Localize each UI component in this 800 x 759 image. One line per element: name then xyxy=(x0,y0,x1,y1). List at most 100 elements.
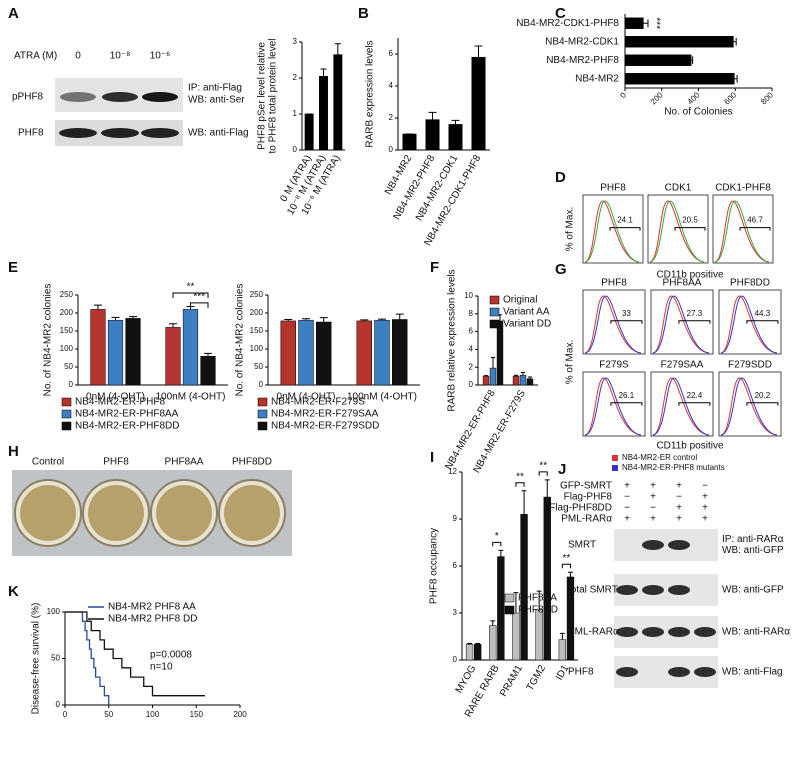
bar xyxy=(526,378,534,386)
flow-x-label: CD11b positive xyxy=(656,270,724,281)
blot-antibody: WB: anti-GFP xyxy=(722,545,784,556)
bar xyxy=(356,320,372,386)
significance: *** xyxy=(650,17,661,29)
condition-sign: − xyxy=(650,503,656,514)
x-tick-label: 100 xyxy=(146,710,160,719)
bar xyxy=(392,319,408,386)
condition-sign: + xyxy=(702,492,708,503)
dish-label: PHF8AA xyxy=(165,457,204,468)
blot-antibody: IP: anti-RARα xyxy=(722,534,784,545)
error-bar xyxy=(643,19,649,28)
blot-band xyxy=(694,627,716,637)
panel-letter: K xyxy=(8,583,19,600)
flow-curve xyxy=(584,295,642,354)
blot-band xyxy=(668,627,690,637)
y-tick-label: 4 xyxy=(469,345,474,354)
legend-label: NB4-MR2-ER-F279SAA xyxy=(271,409,379,420)
error-bar xyxy=(302,318,310,321)
bar xyxy=(319,75,328,151)
legend-swatch xyxy=(489,319,500,329)
blot-antibody: WB: anti-RARα xyxy=(722,627,790,638)
y-tick-label: NB4-MR2-CDK1-PHF8 xyxy=(516,18,619,29)
flow-curve xyxy=(584,200,640,263)
bar xyxy=(497,556,505,661)
y-tick-label: 200 xyxy=(60,308,74,317)
blot-lane-label: 10⁻⁸ xyxy=(110,51,131,62)
blot-band xyxy=(141,128,179,138)
significance-bracket xyxy=(492,541,502,547)
condition-label: Flag-PHF8 xyxy=(564,492,613,503)
y-tick-label: 0 xyxy=(259,380,264,389)
legend-swatch xyxy=(489,307,500,317)
flow-curve xyxy=(649,200,705,263)
flow-title: PHF8DD xyxy=(730,278,770,289)
y-tick-label: 0 xyxy=(469,380,474,389)
flow-frame xyxy=(712,194,774,264)
y-axis-label: Disease-free survival (%) xyxy=(31,603,42,715)
y-tick-label: 100 xyxy=(250,344,264,353)
y-tick-label: 0 xyxy=(293,145,298,154)
condition-sign: − xyxy=(702,481,708,492)
blot-band xyxy=(642,585,664,595)
error-bar xyxy=(378,318,386,321)
x-tick-label: 50 xyxy=(104,710,113,719)
error-bar xyxy=(204,352,212,357)
panel-letter: F xyxy=(430,259,439,276)
flow-curve xyxy=(714,200,770,263)
error-bar xyxy=(490,620,496,626)
blot-band xyxy=(642,540,664,550)
condition-sign: + xyxy=(624,514,630,525)
flow-value: 44.3 xyxy=(755,309,771,318)
blot-antibody: WB: anti-GFP xyxy=(722,585,784,596)
legend-label: Original xyxy=(503,295,537,306)
error-bar xyxy=(544,479,550,498)
error-bar xyxy=(536,590,542,610)
condition-sign: + xyxy=(676,503,682,514)
legend-label: NB4-MR2-ER-F279SDD xyxy=(271,421,379,432)
y-tick-label: 3 xyxy=(453,608,458,617)
flow-title: CDK1-PHF8 xyxy=(715,183,771,194)
panel-letter: A xyxy=(8,5,19,22)
blot-row-label: total SMRT xyxy=(568,585,618,596)
annotation: n=10 xyxy=(150,662,173,673)
bar xyxy=(200,355,216,386)
y-tick-label: 0 xyxy=(56,700,61,709)
y-tick-label: 50 xyxy=(51,654,60,663)
legend-swatch xyxy=(612,465,618,471)
bar xyxy=(473,644,482,661)
x-tick-label: 100nM (4-OHT) xyxy=(347,392,417,403)
y-tick-label: 8 xyxy=(469,309,474,318)
condition-sign: + xyxy=(650,514,656,525)
bar xyxy=(496,320,504,386)
condition-sign: + xyxy=(650,481,656,492)
flow-value: 46.7 xyxy=(747,216,763,225)
x-tick-label: 100nM (4-OHT) xyxy=(155,392,225,403)
condition-sign: − xyxy=(676,492,682,503)
error-bar xyxy=(568,571,573,577)
flow-frame xyxy=(582,289,646,355)
flow-curve xyxy=(584,295,642,354)
y-tick-label: 150 xyxy=(250,326,264,335)
blot-band xyxy=(101,128,139,138)
y-tick-label: 100 xyxy=(47,607,61,616)
error-bar xyxy=(360,319,369,321)
error-bar xyxy=(559,632,565,640)
flow-gate xyxy=(746,402,779,406)
flow-gate xyxy=(678,320,711,324)
panel-letter: I xyxy=(430,449,434,466)
bar xyxy=(165,327,181,386)
flow-frame xyxy=(647,194,709,264)
error-bar xyxy=(490,356,496,369)
flow-title: F279SAA xyxy=(661,360,704,371)
blot-band xyxy=(142,92,178,102)
bar xyxy=(558,639,567,661)
error-bar xyxy=(520,372,526,376)
condition-label: PML-RARα xyxy=(561,514,612,525)
legend-label: PHF8DD xyxy=(518,605,558,616)
legend-swatch xyxy=(257,397,268,407)
bar xyxy=(425,119,440,151)
bar xyxy=(182,309,199,386)
y-axis-label: to PHF8 total protein level xyxy=(268,38,279,153)
flow-gate xyxy=(739,227,771,231)
